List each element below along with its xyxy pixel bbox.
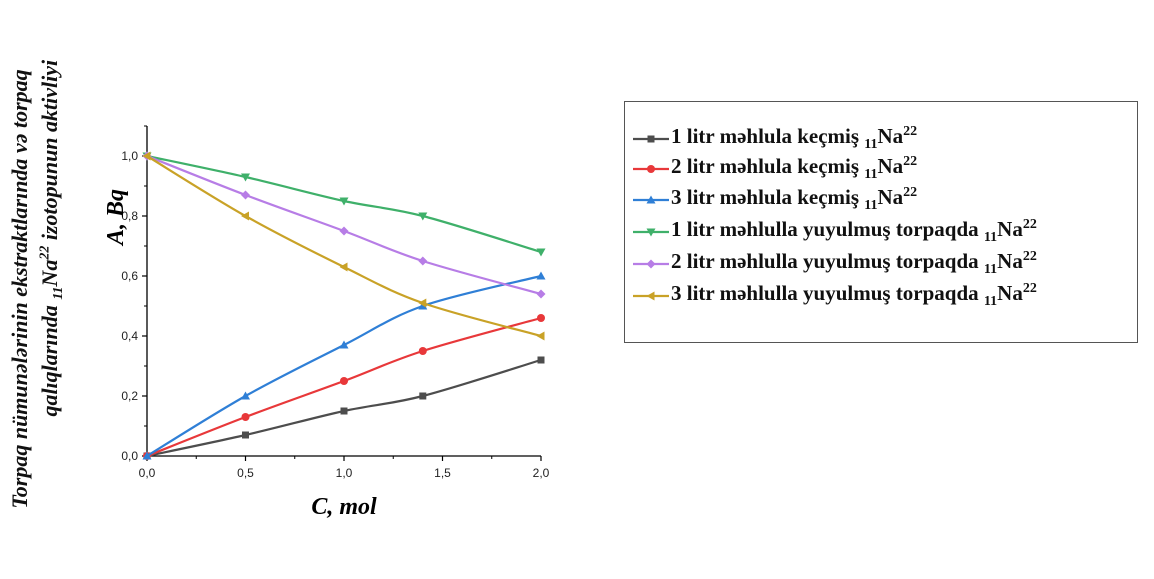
- series-line: [146, 316, 542, 458]
- chart-series-layer: [142, 151, 546, 460]
- x-tick-label: 0,0: [139, 466, 156, 480]
- data-point: [536, 289, 546, 299]
- data-point: [537, 356, 545, 364]
- series-line: [146, 274, 542, 457]
- legend-label: 1 litr məhlulla yuyulmuş torpaqda 11Na22: [671, 217, 1037, 246]
- legend-item-6: 3 litr məhlulla yuyulmuş torpaqda 11Na22: [625, 281, 1037, 311]
- y-tick-label: 0,0: [121, 449, 138, 463]
- chart-axes: 0,0 0,5 1,0 1,5 2,0 0,0 0,2 0,4 0,6 0,8 1,0: [121, 125, 550, 480]
- y-tick-label: 0,6: [121, 269, 138, 283]
- series-4: [142, 152, 546, 257]
- legend-marker: [646, 259, 656, 269]
- series-line: [146, 154, 542, 296]
- legend-marker: [647, 135, 655, 143]
- data-point: [339, 226, 349, 236]
- legend-symbol: [633, 165, 669, 173]
- data-point: [418, 298, 427, 308]
- data-point: [418, 212, 428, 221]
- x-axis-label: C, mol: [311, 494, 377, 520]
- legend-symbol: [633, 259, 669, 269]
- data-point: [241, 211, 249, 221]
- legend-label: 2 litr məhlula keçmiş 11Na22: [671, 154, 918, 183]
- chart-legend: 1 litr məhlula keçmiş 11Na22 2 litr məhlu…: [624, 101, 1138, 343]
- x-tick-label: 1,0: [336, 466, 353, 480]
- data-point: [536, 248, 546, 257]
- legend-symbol: [633, 291, 669, 301]
- data-point: [142, 151, 151, 161]
- data-point: [241, 391, 250, 400]
- data-point: [536, 331, 545, 341]
- legend-marker: [646, 291, 655, 301]
- legend-item-5: 2 litr məhlulla yuyulmuş torpaqda 11Na22: [625, 249, 1037, 279]
- legend-marker: [646, 195, 656, 204]
- data-point: [339, 197, 349, 206]
- legend-symbol: [633, 228, 669, 237]
- x-tick-label: 0,5: [237, 466, 254, 480]
- data-point: [241, 190, 250, 200]
- data-point: [241, 413, 250, 421]
- series-3: [142, 271, 546, 460]
- x-tick-label: 1,5: [434, 466, 451, 480]
- data-point: [242, 431, 249, 439]
- legend-marker: [646, 228, 656, 237]
- y-axis-label: A, Bq: [103, 189, 129, 247]
- series-5: [142, 151, 546, 299]
- x-tick-label: 2,0: [533, 466, 550, 480]
- legend-item-1: 1 litr məhlula keçmiş 11Na22: [625, 124, 917, 154]
- data-point: [536, 271, 546, 280]
- data-point: [339, 340, 349, 349]
- y-tick-label: 0,8: [121, 209, 138, 223]
- y-tick-label: 0,4: [121, 329, 138, 343]
- legend-item-3: 3 litr məhlula keçmiş 11Na22: [625, 185, 917, 215]
- data-point: [418, 347, 427, 355]
- y-tick-label: 1,0: [121, 149, 138, 163]
- data-point: [340, 407, 348, 415]
- legend-item-4: 1 litr məhlulla yuyulmuş torpaqda 11Na22: [625, 217, 1037, 247]
- data-point: [537, 314, 545, 322]
- series-1: [143, 356, 545, 460]
- y-tick-label: 0,2: [121, 389, 138, 403]
- data-point: [340, 377, 348, 385]
- legend-marker: [647, 165, 655, 173]
- legend-symbol: [633, 195, 669, 204]
- series-6: [142, 151, 545, 341]
- data-point: [339, 262, 348, 272]
- series-line: [146, 155, 542, 338]
- legend-label: 1 litr məhlula keçmiş 11Na22: [671, 124, 918, 153]
- data-point: [142, 451, 152, 460]
- data-point: [418, 256, 428, 266]
- legend-label: 3 litr məhlulla yuyulmuş torpaqda 11Na22: [671, 281, 1037, 310]
- data-point: [419, 392, 427, 400]
- series-2: [143, 314, 545, 460]
- line-chart: 0,0 0,5 1,0 1,5 2,00,00,20,40,60,81,0 A, Bq …: [103, 125, 550, 520]
- legend-symbol: [633, 135, 669, 143]
- legend-label: 3 litr məhlula keçmiş 11Na22: [671, 185, 918, 214]
- data-point: [241, 173, 250, 182]
- legend-label: 2 litr məhlulla yuyulmuş torpaqda 11Na22: [671, 249, 1037, 278]
- legend-item-2: 2 litr məhlula keçmiş 11Na22: [625, 154, 917, 184]
